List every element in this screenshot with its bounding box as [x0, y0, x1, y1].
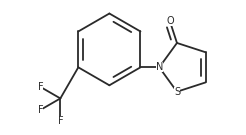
Text: N: N	[155, 62, 163, 72]
Text: F: F	[58, 117, 63, 126]
Text: O: O	[166, 16, 174, 26]
Text: S: S	[174, 87, 180, 97]
Text: F: F	[38, 82, 43, 92]
Text: F: F	[38, 105, 43, 115]
